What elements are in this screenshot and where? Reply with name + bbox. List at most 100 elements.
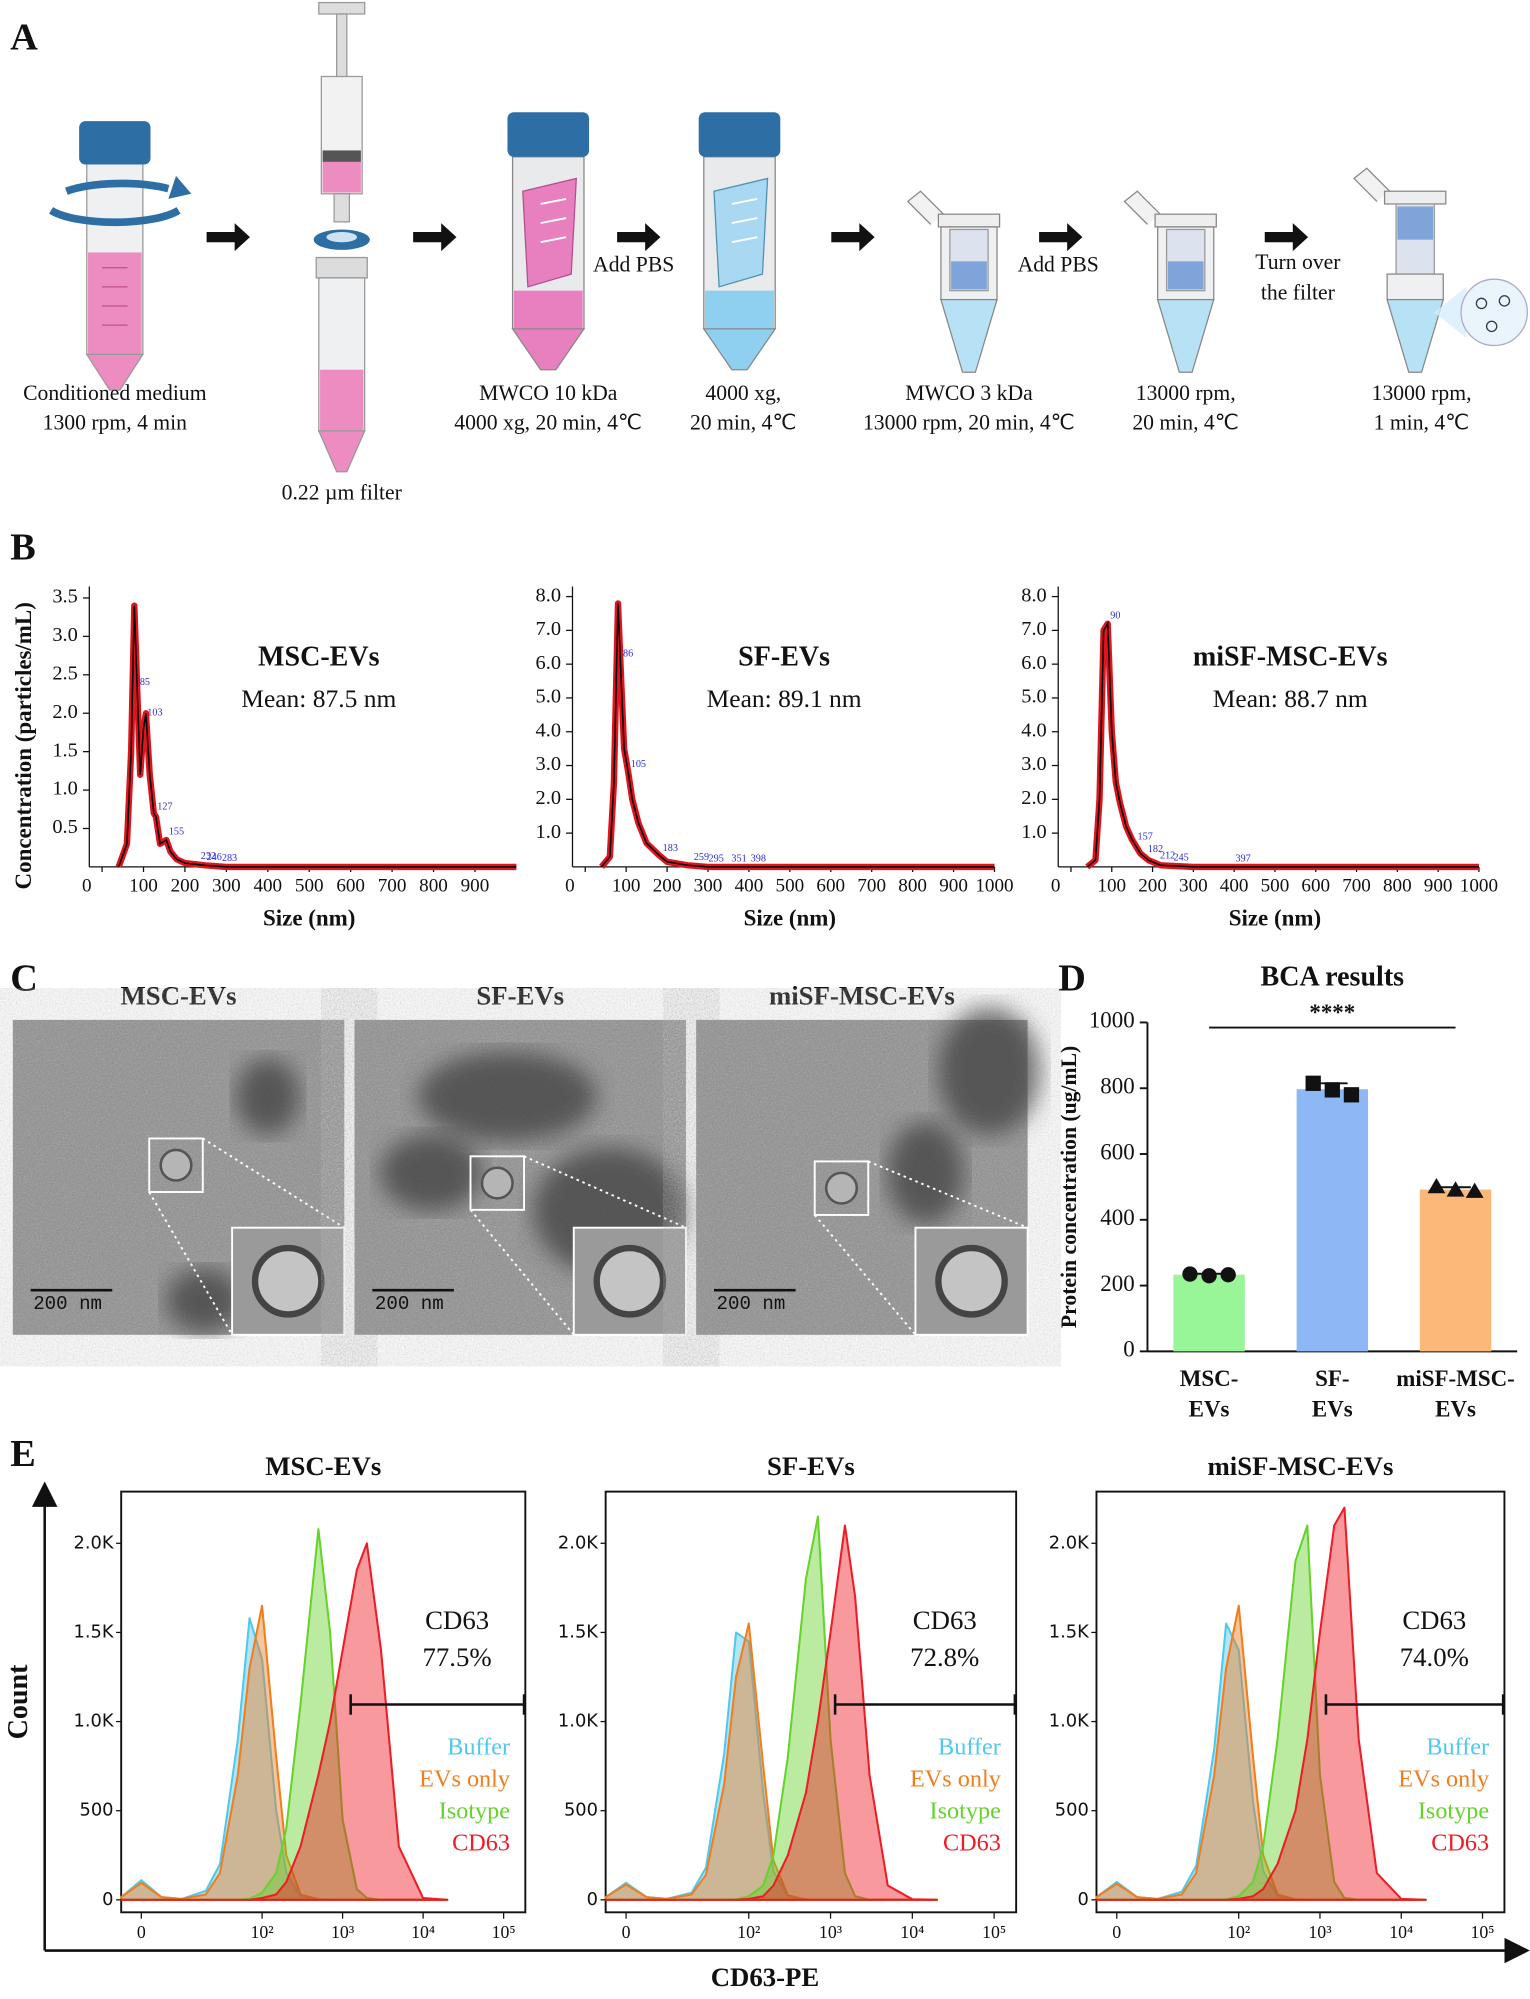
size-distribution-chart: 1.0 2.0 3.0 4.0 5.0 6.0 7.0 8.0 0 100 200 300 400 500… — [1021, 584, 1498, 930]
y-tick-label: 5.0 — [1021, 686, 1046, 708]
x-tick-label: 0 — [137, 1922, 146, 1942]
y-tick-label: 0 — [587, 1889, 598, 1910]
y-tick-label: 1.5K — [1049, 1621, 1090, 1642]
data-point — [1220, 1267, 1236, 1283]
y-tick-label: 2.5 — [52, 662, 77, 684]
y-tick-label: 7.0 — [1021, 618, 1046, 640]
data-point — [1201, 1268, 1217, 1284]
x-tick-label: 10² — [737, 1922, 760, 1942]
image-title: miSF-MSC-EVs — [769, 980, 955, 1010]
step-text: 1 min, 4℃ — [1374, 411, 1470, 435]
x-tick-label: 900 — [1424, 876, 1453, 897]
zoom-line — [523, 1155, 687, 1229]
chart-title: MSC-EVs — [265, 1451, 381, 1481]
x-tick-label: 0 — [1051, 876, 1061, 897]
x-tick-label: 10³ — [819, 1922, 842, 1942]
y-tick-label: 0 — [102, 1889, 113, 1910]
x-tick-label: 800 — [1383, 876, 1412, 897]
peak-label: 245 — [1173, 852, 1188, 863]
vesicle — [159, 1148, 193, 1182]
scale-bar-label: 200 nm — [33, 1293, 102, 1315]
x-axis-label: Size (nm) — [1229, 906, 1321, 931]
data-point — [1465, 1182, 1484, 1198]
step-text: 4000 xg, 20 min, 4℃ — [454, 411, 642, 435]
peak-label: 105 — [631, 759, 646, 770]
arrow-note: Add PBS — [1018, 252, 1099, 276]
y-tick-label: 4.0 — [536, 719, 561, 741]
zoom-box — [813, 1160, 870, 1216]
panel-letter: C — [10, 957, 38, 999]
bar — [1173, 1274, 1245, 1352]
vesicle-zoom — [251, 1244, 325, 1318]
y-tick-label: 3.0 — [536, 753, 561, 775]
y-tick-label: 1.0K — [1049, 1711, 1090, 1732]
legend-entry: CD63 — [1431, 1829, 1489, 1856]
legend-entry: Buffer — [938, 1734, 1001, 1761]
significance-label: **** — [1309, 1000, 1355, 1025]
zoom-box — [469, 1155, 526, 1211]
size-distribution-chart: 0.5 1.0 1.5 2.0 2.5 3.0 3.5 0 100 200 300 400 500 600… — [52, 586, 517, 931]
x-tick-label: 300 — [694, 876, 723, 897]
legend-entry: EVs only — [910, 1766, 1002, 1793]
peak-label: 157 — [1138, 831, 1153, 842]
histogram-area — [120, 1542, 449, 1901]
y-tick-label: 5.0 — [536, 686, 561, 708]
plot-frame — [604, 1490, 1018, 1914]
x-tick-label: EVs — [1189, 1397, 1230, 1422]
tem-image: SF-EVs 200 nm — [354, 980, 687, 1336]
scale-bar-label: 200 nm — [375, 1293, 444, 1315]
step-text: 1300 rpm, 4 min — [43, 411, 188, 435]
zoom-line — [202, 1137, 345, 1229]
legend-entry: EVs only — [419, 1766, 511, 1793]
chart-subtitle: Mean: 88.7 nm — [1213, 684, 1368, 713]
y-tick-label: 1.0 — [52, 778, 77, 800]
panel-letter: D — [1058, 957, 1086, 999]
size-curve — [117, 605, 517, 868]
peak-label: 86 — [623, 648, 633, 659]
x-tick-label: 10² — [1227, 1922, 1250, 1942]
stain-blob — [235, 1058, 300, 1135]
peak-label: 259 — [694, 852, 709, 863]
size-curve — [1086, 621, 1479, 868]
data-point — [1343, 1087, 1360, 1103]
vesicle — [824, 1171, 859, 1205]
x-tick-label: 10⁵ — [492, 1922, 516, 1942]
legend-entry: CD63 — [943, 1829, 1001, 1856]
panel-letter: E — [10, 1433, 36, 1475]
x-tick-label: 600 — [336, 876, 365, 897]
y-tick-label: 1.5K — [558, 1621, 599, 1642]
bar — [1296, 1089, 1369, 1352]
x-tick-label: 100 — [129, 876, 158, 897]
legend-entry: Isotype — [930, 1797, 1001, 1824]
chart-title: miSF-MSC-EVs — [1193, 642, 1388, 673]
x-tick-label: 10⁵ — [982, 1922, 1006, 1942]
step-text: Conditioned medium — [23, 381, 207, 405]
plot-frame — [120, 1490, 527, 1914]
peak-label: 183 — [663, 843, 678, 854]
zoom-line — [813, 1214, 917, 1336]
y-tick-label: 1.0K — [558, 1711, 599, 1732]
peak-label: 351 — [731, 854, 746, 865]
data-point — [1427, 1177, 1446, 1194]
step-text: MWCO 10 kDa — [479, 381, 618, 405]
zoom-box — [148, 1137, 204, 1193]
y-tick-label: 500 — [80, 1800, 114, 1821]
x-tick-label: 10² — [250, 1922, 273, 1942]
gate-label: CD63 — [425, 1605, 489, 1635]
bar — [1419, 1189, 1492, 1352]
step-text: 13000 rpm, 20 min, 4℃ — [863, 411, 1075, 435]
x-tick-label: 200 — [1138, 876, 1167, 897]
zoom-line — [148, 1191, 233, 1336]
image-title: MSC-EVs — [121, 980, 237, 1010]
x-tick-label: 0 — [565, 876, 575, 897]
stain-blob — [418, 1051, 597, 1142]
legend-entry: EVs only — [1398, 1766, 1490, 1793]
peak-label: 212 — [1160, 851, 1175, 862]
chart-title: SF-EVs — [767, 1451, 855, 1481]
data-point — [1182, 1266, 1198, 1282]
x-tick-label: 500 — [776, 876, 805, 897]
y-tick-label: 3.5 — [52, 586, 77, 608]
x-tick-label: 500 — [295, 876, 324, 897]
stain-blob — [165, 1268, 243, 1333]
